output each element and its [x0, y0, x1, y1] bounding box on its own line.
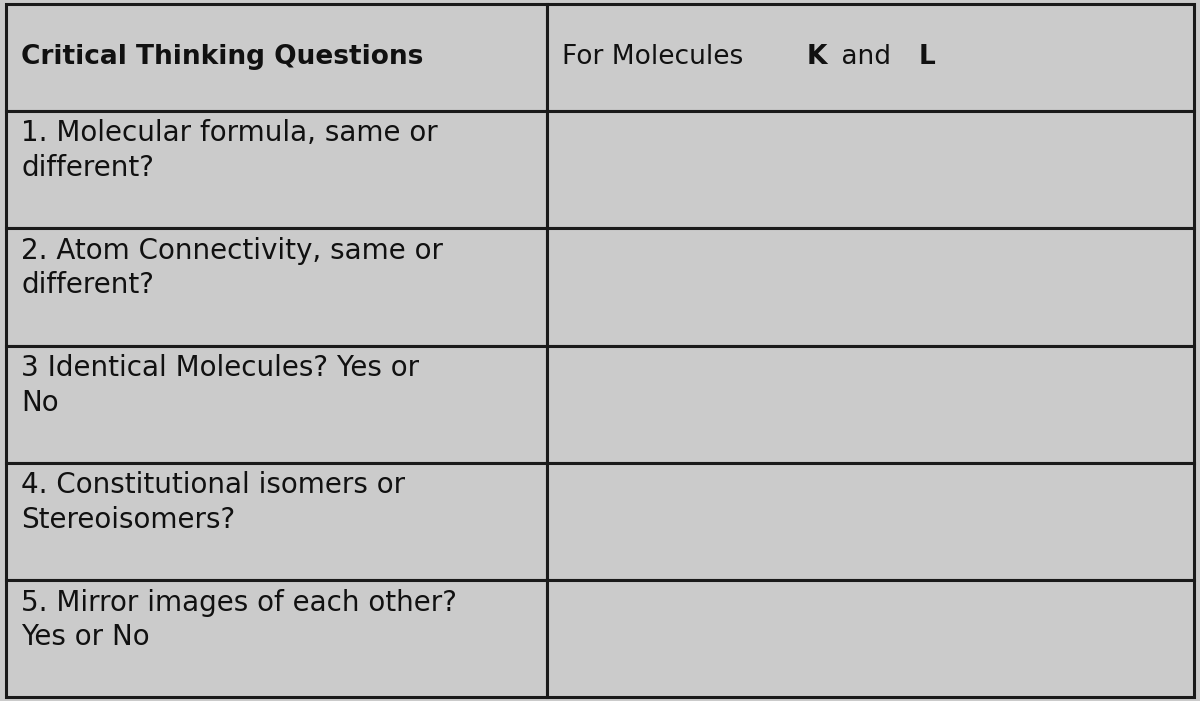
Bar — [6, 463, 546, 580]
Bar — [6, 580, 546, 697]
Text: 4. Constitutional isomers or
Stereoisomers?: 4. Constitutional isomers or Stereoisome… — [22, 471, 406, 534]
Bar — [6, 229, 546, 346]
Bar — [6, 111, 546, 229]
Text: Critical Thinking Questions: Critical Thinking Questions — [22, 44, 424, 70]
Text: 2. Atom Connectivity, same or
different?: 2. Atom Connectivity, same or different? — [22, 237, 444, 299]
Bar — [6, 346, 546, 463]
Bar — [6, 4, 546, 111]
Text: 3 Identical Molecules? Yes or
No: 3 Identical Molecules? Yes or No — [22, 354, 420, 416]
Bar — [546, 580, 1194, 697]
Bar — [546, 111, 1194, 229]
Bar — [546, 346, 1194, 463]
Bar — [546, 229, 1194, 346]
Text: 5. Mirror images of each other?
Yes or No: 5. Mirror images of each other? Yes or N… — [22, 589, 457, 651]
Text: 1. Molecular formula, same or
different?: 1. Molecular formula, same or different? — [22, 119, 438, 182]
Text: and: and — [833, 44, 899, 70]
Text: For Molecules: For Molecules — [562, 44, 751, 70]
Text: L: L — [918, 44, 935, 70]
Text: K: K — [806, 44, 827, 70]
Bar — [546, 463, 1194, 580]
Bar — [546, 4, 1194, 111]
